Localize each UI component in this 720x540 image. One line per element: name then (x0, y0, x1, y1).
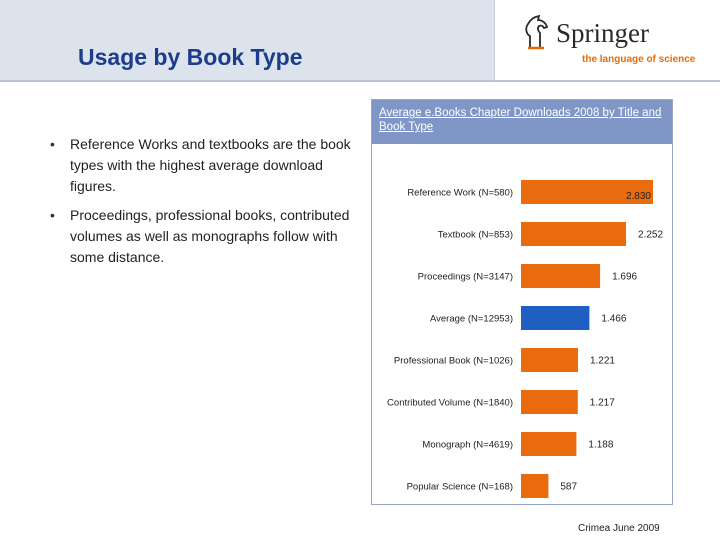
chart-panel: Average e.Books Chapter Downloads 2008 b… (371, 99, 673, 505)
value-label: 1.466 (601, 314, 626, 325)
bar (521, 390, 578, 414)
category-label: Reference Work (N=580) (407, 188, 513, 199)
value-label: 587 (560, 482, 577, 493)
bar (521, 222, 626, 246)
page-title: Usage by Book Type (78, 44, 303, 70)
bar (521, 348, 578, 372)
chart-title: Average e.Books Chapter Downloads 2008 b… (379, 107, 662, 133)
category-label: Proceedings (N=3147) (418, 272, 513, 283)
logo-tagline: the language of science (582, 54, 696, 65)
category-label: Monograph (N=4619) (422, 440, 513, 451)
value-label: 1.696 (612, 272, 637, 283)
bullet-list: Reference Works and textbooks are the bo… (50, 134, 360, 276)
value-label: 1.217 (590, 398, 615, 409)
footer-text: Crimea June 2009 (578, 523, 660, 534)
bar (521, 474, 549, 498)
bar (521, 306, 590, 330)
value-label: 1.221 (590, 356, 615, 367)
logo-wordmark: Springer (556, 18, 649, 48)
bar-chart: Reference Work (N=580) 2.830 Textbook (N=8… (387, 180, 664, 498)
bar (521, 432, 577, 456)
bullet-item: Proceedings, professional books, contrib… (50, 205, 360, 268)
bullet-item: Reference Works and textbooks are the bo… (50, 134, 360, 197)
category-label: Textbook (N=853) (438, 230, 513, 241)
category-label: Popular Science (N=168) (407, 482, 513, 493)
value-label: 2.830 (626, 191, 651, 202)
horse-logo-icon (525, 14, 549, 50)
springer-logo-box (494, 0, 720, 82)
category-label: Contributed Volume (N=1840) (387, 398, 513, 409)
bar (521, 264, 601, 288)
category-label: Average (N=12953) (430, 314, 513, 325)
bar (521, 180, 653, 204)
header-band (0, 0, 494, 82)
chart-header (372, 100, 672, 144)
value-label: 2.252 (638, 230, 663, 241)
value-label: 1.188 (588, 440, 613, 451)
category-label: Professional Book (N=1026) (394, 356, 513, 367)
